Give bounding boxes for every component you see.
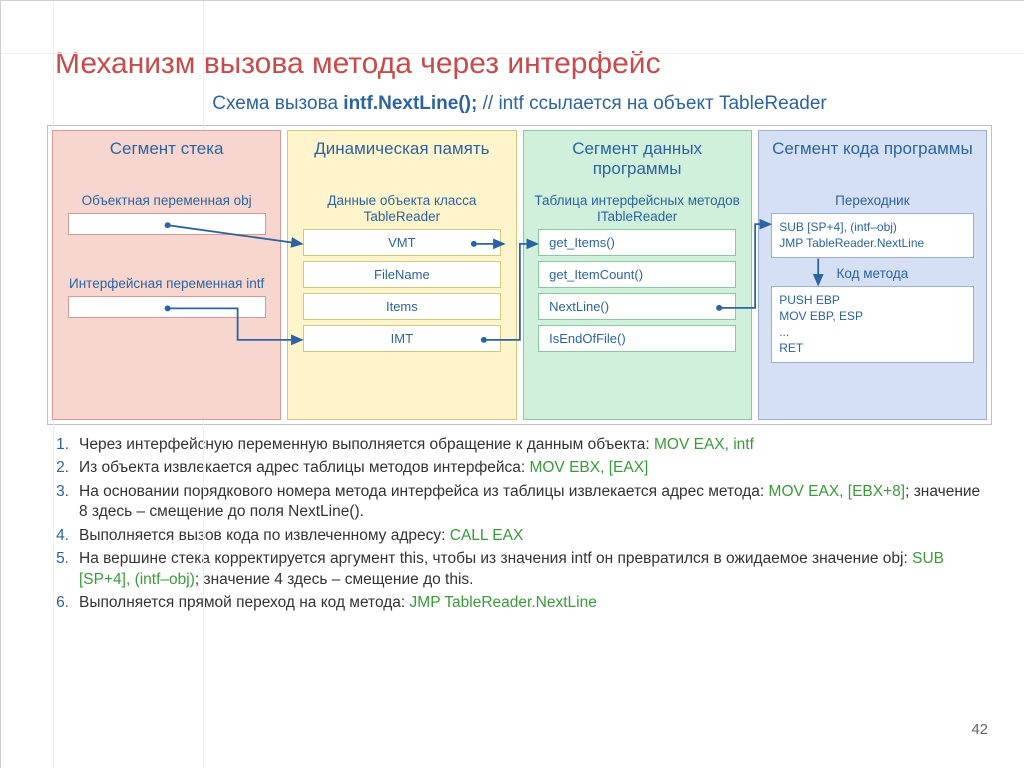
step-text: Через интерфейсную переменную выполняетс… [79, 435, 754, 455]
step-text: Выполняется прямой переход на код метода… [79, 593, 597, 613]
heap-item: IMT [303, 325, 501, 352]
step-number: 6. [51, 593, 79, 613]
block-label: Интерфейсная переменная intf [59, 276, 274, 292]
panel-header: Динамическая память [294, 139, 509, 181]
page-number: 42 [971, 721, 988, 738]
var-intf-box [68, 296, 266, 318]
slide-subtitle: Схема вызова intf.NextLine(); // intf сс… [47, 93, 992, 115]
var-obj-box [68, 213, 266, 235]
heap-item: FileName [303, 261, 501, 288]
method-code-box: PUSH EBP MOV EBP, ESP ... RET [771, 286, 973, 363]
itable-item: get_Items() [538, 229, 736, 256]
steps-list: 1.Через интерфейсную переменную выполняе… [47, 435, 992, 614]
step-text: Из объекта извлекается адрес таблицы мет… [79, 458, 648, 478]
thunk-code-box: SUB [SP+4], (intf–obj) JMP TableReader.N… [771, 213, 973, 257]
step-text: На вершине стека корректируется аргумент… [79, 549, 992, 590]
step-item: 4.Выполняется вызов кода по извлеченному… [51, 526, 992, 546]
subtitle-bold: intf.NextLine(); [343, 93, 477, 114]
step-item: 6.Выполняется прямой переход на код мето… [51, 593, 992, 613]
step-text: На основании порядкового номера метода и… [79, 482, 992, 523]
subtitle-suffix: // intf ссылается на объект TableReader [477, 93, 826, 114]
step-number: 3. [51, 482, 79, 523]
panel-code: Сегмент кода программы Переходник SUB [S… [758, 130, 987, 420]
slide: Механизм вызова метода через интерфейс С… [0, 0, 1024, 768]
step-text: Выполняется вызов кода по извлеченному а… [79, 526, 523, 546]
panel-data: Сегмент данных программы Таблица интерфе… [523, 130, 752, 420]
itable-item: IsEndOfFile() [538, 325, 736, 352]
step-number: 1. [51, 435, 79, 455]
diagram-panels: Сегмент стека Объектная переменная obj И… [47, 125, 992, 425]
step-number: 2. [51, 458, 79, 478]
block-label: Код метода [765, 266, 980, 282]
itable-item: NextLine() [538, 293, 736, 320]
step-item: 3.На основании порядкового номера метода… [51, 482, 992, 523]
itable-item: get_ItemCount() [538, 261, 736, 288]
panel-stack: Сегмент стека Объектная переменная obj И… [52, 130, 281, 420]
heap-item: Items [303, 293, 501, 320]
panel-header: Сегмент кода программы [765, 139, 980, 181]
heap-item: VMT [303, 229, 501, 256]
step-number: 4. [51, 526, 79, 546]
step-number: 5. [51, 549, 79, 590]
step-item: 1.Через интерфейсную переменную выполняе… [51, 435, 992, 455]
panel-header: Сегмент данных программы [530, 139, 745, 181]
subtitle-prefix: Схема вызова [212, 93, 343, 114]
grid-line [1, 53, 1024, 54]
block-label: Таблица интерфейсных методов ITableReade… [530, 193, 745, 225]
step-item: 2.Из объекта извлекается адрес таблицы м… [51, 458, 992, 478]
panel-header: Сегмент стека [59, 139, 274, 181]
block-label: Объектная переменная obj [59, 193, 274, 209]
step-item: 5.На вершине стека корректируется аргуме… [51, 549, 992, 590]
panel-heap: Динамическая память Данные объекта класс… [287, 130, 516, 420]
block-label: Переходник [765, 193, 980, 209]
block-label: Данные объекта класса TableReader [294, 193, 509, 225]
